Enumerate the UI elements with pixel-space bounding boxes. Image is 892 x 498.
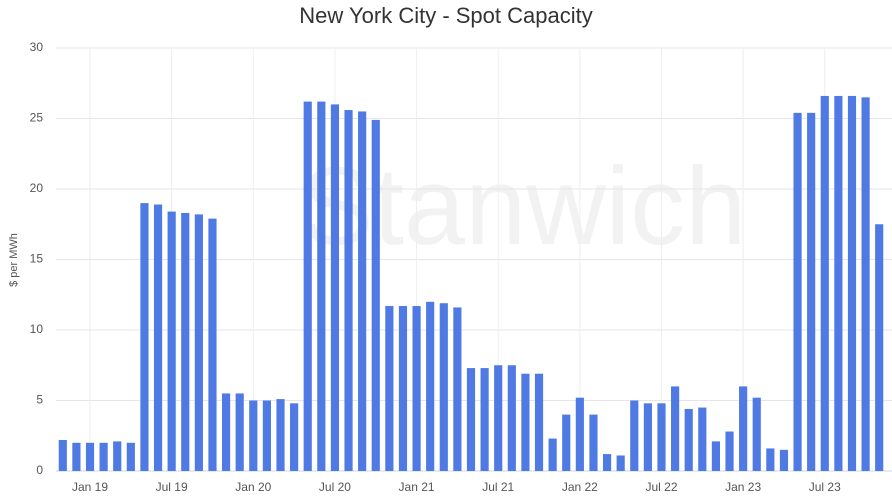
x-tick-label: Jan 22: [562, 480, 598, 494]
y-tick-label: 30: [30, 40, 44, 54]
bar: [303, 101, 312, 471]
bar: [766, 448, 775, 471]
bar: [643, 403, 652, 471]
bar: [698, 407, 707, 471]
bar: [807, 112, 816, 472]
bar: [575, 397, 584, 471]
x-tick-label: Jul 20: [319, 480, 351, 494]
bar: [739, 386, 748, 471]
x-tick-label: Jul 22: [645, 480, 677, 494]
bar: [562, 414, 571, 471]
bar: [153, 204, 163, 471]
bar: [426, 301, 435, 471]
bar: [222, 393, 231, 471]
y-tick-label: 25: [30, 111, 44, 125]
bar: [494, 365, 503, 471]
bar: [480, 368, 489, 471]
bar: [276, 399, 285, 471]
chart-title: New York City - Spot Capacity: [299, 3, 592, 28]
bar: [616, 455, 625, 471]
bar: [290, 403, 299, 471]
bar: [140, 203, 149, 471]
bar: [235, 393, 244, 471]
bar: [793, 112, 802, 472]
bar: [752, 397, 761, 471]
bar: [85, 442, 95, 471]
bar: [711, 441, 720, 471]
bar: [330, 104, 340, 472]
bar: [548, 438, 557, 471]
bar: [820, 95, 829, 471]
bar: [398, 306, 408, 471]
bar: [534, 373, 544, 471]
y-tick-label: 20: [30, 181, 44, 195]
bar: [126, 442, 135, 471]
bar: [412, 306, 421, 471]
bar: [194, 214, 203, 471]
y-tick-label: 15: [30, 252, 44, 266]
bar: [847, 95, 857, 471]
bar: [99, 442, 108, 471]
bar: [834, 95, 843, 471]
x-tick-label: Jan 21: [399, 480, 435, 494]
bar: [317, 101, 326, 471]
watermark: Stanwich: [300, 145, 746, 268]
bar: [779, 449, 789, 471]
x-tick-label: Jul 19: [156, 480, 188, 494]
x-tick-label: Jan 23: [725, 480, 761, 494]
bar: [602, 454, 612, 471]
bar: [466, 368, 476, 471]
bar: [630, 400, 639, 471]
y-tick-label: 0: [36, 463, 43, 477]
bar: [113, 441, 122, 471]
x-tick-label: Jul 23: [809, 480, 841, 494]
bar: [58, 439, 67, 471]
bar: [671, 386, 680, 471]
bar: [684, 408, 693, 471]
bar: [72, 442, 81, 471]
bar: [657, 403, 666, 471]
bar: [875, 224, 884, 471]
bar: [358, 111, 367, 471]
y-tick-label: 5: [36, 393, 43, 407]
bar: [589, 414, 598, 471]
bar: [371, 119, 380, 471]
y-axis-title: $ per MWh: [8, 233, 20, 287]
x-tick-label: Jan 20: [235, 480, 271, 494]
y-tick-label: 10: [30, 322, 44, 336]
bar: [181, 212, 190, 471]
bar: [725, 431, 734, 471]
bar: [167, 211, 176, 471]
bar: [249, 400, 258, 471]
bar: [439, 303, 448, 471]
bar: [344, 110, 353, 471]
x-tick-label: Jul 21: [482, 480, 514, 494]
bar: [453, 307, 462, 471]
bar: [385, 306, 394, 471]
bar: [262, 400, 271, 471]
bar: [208, 218, 217, 471]
bar: [861, 97, 870, 471]
x-tick-label: Jan 19: [72, 480, 108, 494]
bar: [507, 365, 516, 471]
bar: [521, 373, 530, 471]
